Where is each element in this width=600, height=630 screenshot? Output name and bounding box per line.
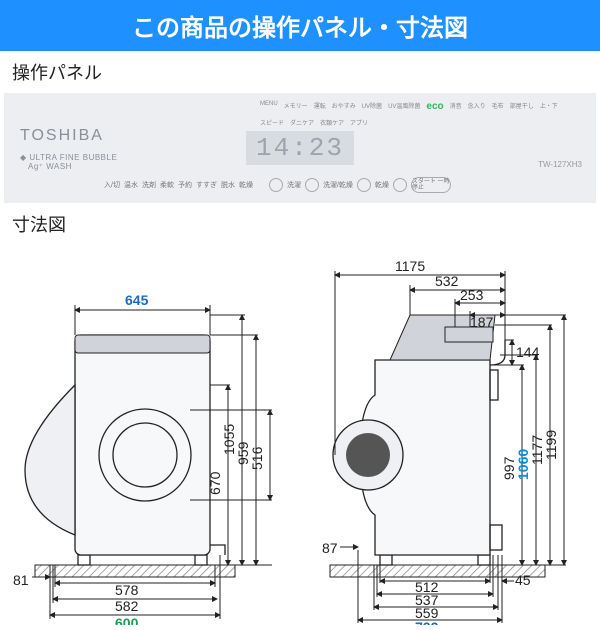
dim-516: 516	[249, 446, 265, 470]
eco-icon: eco	[426, 101, 443, 112]
dim-45: 45	[515, 572, 531, 588]
dim-578: 578	[115, 582, 139, 598]
dim-1175: 1175	[395, 258, 425, 274]
spin-button[interactable]: 脱水	[221, 180, 235, 190]
page-header: この商品の操作パネル・寸法図	[0, 0, 600, 51]
dim-81: 81	[13, 572, 29, 588]
detergent-button[interactable]: 洗剤	[142, 180, 156, 190]
phone-icon[interactable]	[393, 178, 407, 192]
dim-645: 645	[125, 292, 149, 308]
start-button[interactable]: スタート 一時停止	[411, 177, 451, 193]
power-button[interactable]: 入/切	[104, 180, 120, 190]
dim-600: 600	[115, 615, 139, 625]
rinse-button[interactable]: すすぎ	[196, 180, 217, 190]
button-row: 入/切 温水 洗剤 柔軟 予約 すすぎ 脱水 乾燥 洗濯 洗濯/乾燥 乾燥 スタ…	[104, 177, 584, 193]
dry-mode[interactable]	[357, 178, 371, 192]
wash-dry-mode[interactable]	[305, 178, 319, 192]
model-number: TW-127XH3	[538, 160, 582, 169]
dim-253: 253	[460, 287, 484, 303]
time-display: 14:23	[246, 131, 354, 165]
dim-670: 670	[207, 471, 223, 495]
dim-532: 532	[435, 273, 459, 289]
dimension-section-title: 寸法図	[0, 203, 600, 245]
panel-section-title: 操作パネル	[0, 51, 600, 93]
header-title: この商品の操作パネル・寸法図	[132, 15, 468, 42]
brand-logo: TOSHIBA	[20, 127, 104, 145]
wash-mode[interactable]	[269, 178, 283, 192]
mode-labels: MENUメモリー 運転おやすみ UV除菌UV温風除菌 eco 消音念入り 毛布部…	[260, 101, 580, 127]
dim-187: 187	[470, 314, 494, 330]
dim-722: 722	[415, 619, 439, 625]
dim-1199: 1199	[543, 430, 559, 460]
dim-87: 87	[322, 540, 338, 556]
control-panel: TOSHIBA ◆ ULTRA FINE BUBBLE Ag⁺ WASH 14:…	[4, 93, 596, 203]
dim-582: 582	[115, 598, 139, 614]
timer-button[interactable]: 予約	[178, 180, 192, 190]
warm-button[interactable]: 温水	[124, 180, 138, 190]
sub-brand: ◆ ULTRA FINE BUBBLE Ag⁺ WASH	[20, 153, 117, 171]
dry-button[interactable]: 乾燥	[239, 180, 253, 190]
dimension-diagram: 645 81 578 582 600 670 1055 959 516 1175	[0, 245, 600, 625]
softener-button[interactable]: 柔軟	[160, 180, 174, 190]
